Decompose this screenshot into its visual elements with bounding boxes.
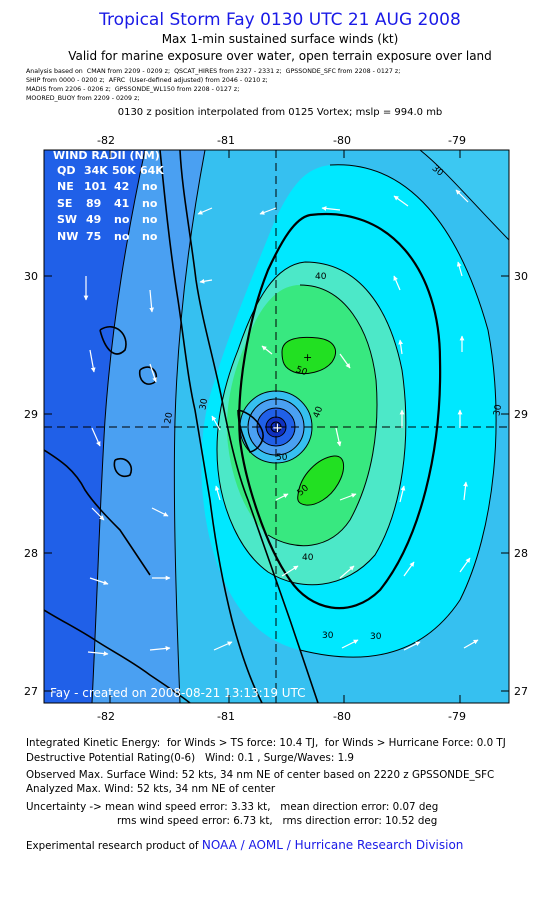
wind-radii-cell: no: [142, 197, 158, 210]
lake-outline: [237, 409, 264, 453]
lat-tick-label: 28: [514, 547, 528, 560]
axis-labels: -82 -81 -80 -79 -82 -81 -80 -79 30 29 28…: [24, 134, 528, 723]
coastline: [44, 150, 319, 703]
lake-shore: [44, 609, 191, 703]
dpr-line: Destructive Potential Rating(0-6) Wind: …: [26, 752, 354, 764]
map-credit: Fay - created on 2008-08-21 13:13:19 UTC: [50, 686, 306, 700]
analysis-line: MOORED_BUOY from 2209 - 0209 z;: [26, 95, 140, 102]
lon-tick-label: -80: [333, 710, 351, 723]
tick-marks: [44, 150, 509, 703]
gulf-coast: [44, 449, 151, 576]
wind-field-svg: + +: [24, 134, 528, 723]
wind-radii-cell: no: [142, 213, 158, 226]
vortex-note: 0130 z position interpolated from 0125 V…: [117, 107, 443, 118]
contour-label: 30: [492, 404, 504, 417]
contour-label: 40: [302, 553, 314, 563]
wind-radii-cell: no: [114, 213, 130, 226]
contour-40: [216, 261, 407, 586]
lon-tick-label: -79: [448, 710, 466, 723]
contour-45: [267, 284, 378, 547]
lake-outline: [99, 326, 127, 355]
wind-radii-header: WIND RADII (NM): [53, 149, 160, 162]
contour-label: 50: [276, 453, 288, 463]
product-credit: Experimental research product of NOAA / …: [26, 838, 463, 852]
river-inland: [159, 150, 263, 703]
wind-radii-cell: 101: [84, 180, 107, 193]
wind-radii-cell: NW: [57, 230, 78, 243]
contour-34kt-bold: [238, 212, 442, 610]
florida-east-coast: [179, 150, 319, 703]
contour-label: 30: [322, 631, 334, 641]
lon-tick-label: -82: [97, 710, 115, 723]
analysis-sources: Analysis based on CMAN from 2209 - 0209 …: [26, 67, 400, 103]
contour-label: 40: [315, 272, 327, 282]
lon-tick-label: -82: [97, 134, 115, 147]
wind-radii-cell: SW: [57, 213, 77, 226]
analysis-line: SHIP from 0000 - 0200 z; AFRC (User-defi…: [26, 77, 268, 84]
wind-radii-cell: 49: [86, 213, 101, 226]
wind-vectors: [83, 189, 479, 656]
lat-tick-label: 30: [24, 270, 38, 283]
max-wind-marker: +: [303, 351, 312, 364]
wind-radii-col: QD: [57, 164, 75, 177]
wind-radii-col: 64K: [140, 164, 164, 177]
page-title: Tropical Storm Fay 0130 UTC 21 AUG 2008: [99, 10, 461, 30]
analyzed-wind-line: Analyzed Max. Wind: 52 kts, 34 nm NE of …: [26, 783, 276, 795]
lon-tick-label: -80: [333, 134, 351, 147]
contour-labels: 20 30 30 30 30 30 40 40 40 50 50 50: [163, 164, 504, 642]
contour-50-north: [281, 336, 336, 375]
wind-radii-cell: no: [142, 180, 158, 193]
lat-tick-label: 30: [514, 270, 528, 283]
wind-radii-cell: NE: [57, 180, 74, 193]
wind-radii-cell: 89: [86, 197, 101, 210]
lon-tick-label: -81: [217, 710, 235, 723]
contour-label: 30: [370, 632, 382, 642]
lake-outline: [113, 457, 133, 478]
storm-center-marker: +: [272, 421, 283, 436]
wind-radii-cell: 42: [114, 180, 129, 193]
analysis-line: MADIS from 2206 - 0206 z; GPSSONDE_WL150…: [26, 86, 240, 93]
contour-20: [91, 150, 146, 703]
wind-radii-col: 34K: [84, 164, 108, 177]
wind-max-south-blob: [297, 455, 344, 506]
lat-tick-label: 29: [24, 408, 38, 421]
ike-line: Integrated Kinetic Energy: for Winds > T…: [26, 737, 506, 749]
observed-wind-line: Observed Max. Surface Wind: 52 kts, 34 n…: [26, 769, 495, 781]
lat-tick-label: 27: [24, 685, 38, 698]
contour-50-south: [297, 455, 344, 506]
lon-tick-label: -79: [448, 134, 466, 147]
contour-label: 30: [198, 398, 210, 411]
uncertainty-line-1: Uncertainty -> mean wind speed error: 3.…: [26, 801, 439, 813]
wind-band-below-20: [44, 150, 145, 703]
wind-radii-cell: no: [114, 230, 130, 243]
product-prefix: Experimental research product of: [26, 840, 202, 852]
wind-radii-cell: 75: [86, 230, 101, 243]
hrd-link[interactable]: NOAA / AOML / Hurricane Research Divisio…: [201, 838, 464, 852]
validity-note: Valid for marine exposure over water, op…: [68, 49, 492, 63]
wind-band-ne-corner: [420, 150, 509, 240]
wind-radii-col: 50K: [112, 164, 136, 177]
wind-radii-cell: no: [142, 230, 158, 243]
contour-30-west: [173, 150, 206, 703]
contour-label: 20: [163, 411, 175, 424]
contour-label: 40: [312, 405, 325, 419]
map-frame: [43, 149, 510, 704]
lat-tick-label: 28: [24, 547, 38, 560]
lat-tick-label: 27: [514, 685, 528, 698]
subtitle: Max 1-min sustained surface winds (kt): [161, 32, 399, 46]
uncertainty-line-2: rms wind speed error: 6.73 kt, rms direc…: [117, 815, 438, 827]
wind-radii-table: WIND RADII (NM) QD 34K 50K 64K NE 101 42…: [53, 149, 164, 243]
wind-radii-cell: SE: [57, 197, 72, 210]
contour-30-east: [299, 164, 497, 658]
contour-label: 50: [294, 365, 308, 378]
analysis-line: Analysis based on CMAN from 2209 - 0209 …: [26, 68, 401, 75]
wind-max-north-blob: [282, 337, 336, 374]
lat-tick-label: 29: [514, 408, 528, 421]
contour-30-ne: [419, 150, 509, 241]
wind-map: + +: [0, 126, 560, 726]
lon-tick-label: -81: [217, 134, 235, 147]
wind-radii-cell: 41: [114, 197, 129, 210]
